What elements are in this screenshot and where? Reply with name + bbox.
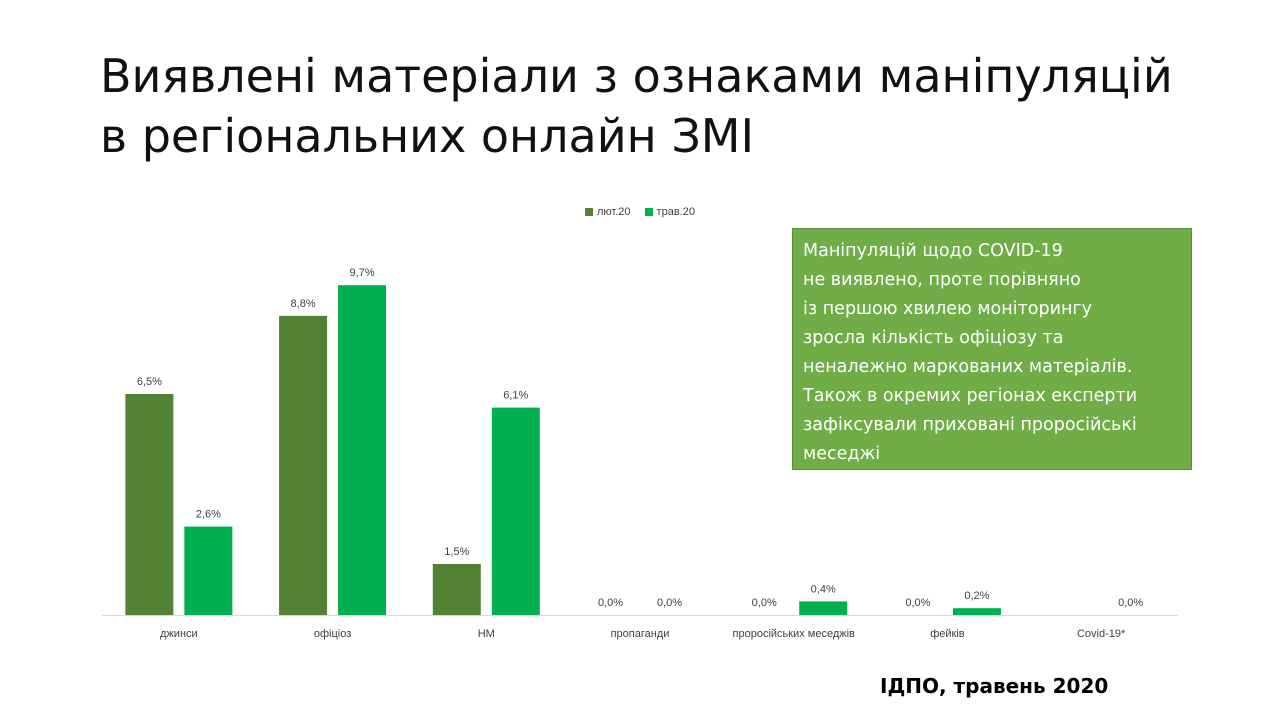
data-label: 2,6% xyxy=(196,509,221,521)
data-label: 6,1% xyxy=(503,390,528,402)
legend-label-may: трав.20 xyxy=(656,206,695,218)
data-label: 9,7% xyxy=(350,267,375,279)
data-label: 0,0% xyxy=(598,597,623,609)
bar-feb-2 xyxy=(432,564,481,615)
legend-item-may: трав.20 xyxy=(644,206,695,218)
x-tick-label: Covid-19* xyxy=(1077,628,1126,640)
bar-may-2 xyxy=(491,407,540,615)
note-line: Також в окремих регіонах експерти xyxy=(803,386,1138,406)
bar-feb-1 xyxy=(279,315,328,615)
data-label: 0,2% xyxy=(964,590,989,602)
data-label: 0,0% xyxy=(752,597,777,609)
bar-may-1 xyxy=(338,285,387,615)
data-label: 0,0% xyxy=(1118,597,1143,609)
note-line: неналежно маркованих матеріалів. xyxy=(803,357,1133,377)
data-label: 0,4% xyxy=(811,583,836,595)
data-label: 1,5% xyxy=(444,546,469,558)
legend-label-feb: лют.20 xyxy=(597,206,631,218)
bar-may-0 xyxy=(184,526,233,615)
legend-item-feb: лют.20 xyxy=(585,206,631,218)
legend-swatch-feb xyxy=(585,208,593,216)
data-label: 0,0% xyxy=(657,597,682,609)
chart-legend: лют.20 трав.20 xyxy=(585,205,695,219)
x-tick-label: офіціоз xyxy=(314,628,351,640)
data-label: 8,8% xyxy=(291,298,316,310)
x-tick-label: джинси xyxy=(160,628,198,640)
x-tick-label: пропаганди xyxy=(611,628,670,640)
bar-may-5 xyxy=(952,608,1001,615)
slide-title-line-2: в регіональних онлайн ЗМІ xyxy=(100,109,755,163)
slide-title-line-1: Виявлені матеріали з ознаками маніпуляці… xyxy=(100,49,1173,103)
source-label: ІДПО, травень 2020 xyxy=(880,674,1109,698)
note-line: зафіксували приховані проросійські xyxy=(803,415,1137,435)
bar-feb-0 xyxy=(125,394,174,615)
note-line: не виявлено, проте порівняно xyxy=(803,270,1081,290)
data-label: 6,5% xyxy=(137,376,162,388)
note-box: Маніпуляцій щодо COVID-19 не виявлено, п… xyxy=(792,228,1192,470)
data-label: 0,0% xyxy=(905,597,930,609)
bar-may-4 xyxy=(799,601,848,615)
slide-title: Виявлені матеріали з ознаками маніпуляці… xyxy=(100,46,1220,166)
x-tick-label: проросійських меседжів xyxy=(733,628,856,640)
x-tick-label: фейків xyxy=(930,628,965,640)
legend-swatch-may xyxy=(644,208,653,216)
note-line: із першою хвилею моніторингу xyxy=(803,299,1092,319)
note-line: Маніпуляцій щодо COVID-19 xyxy=(803,241,1063,261)
note-line: зросла кількість офіціозу та xyxy=(803,328,1064,348)
note-line: меседжі xyxy=(803,444,881,464)
x-tick-label: НМ xyxy=(478,628,495,640)
